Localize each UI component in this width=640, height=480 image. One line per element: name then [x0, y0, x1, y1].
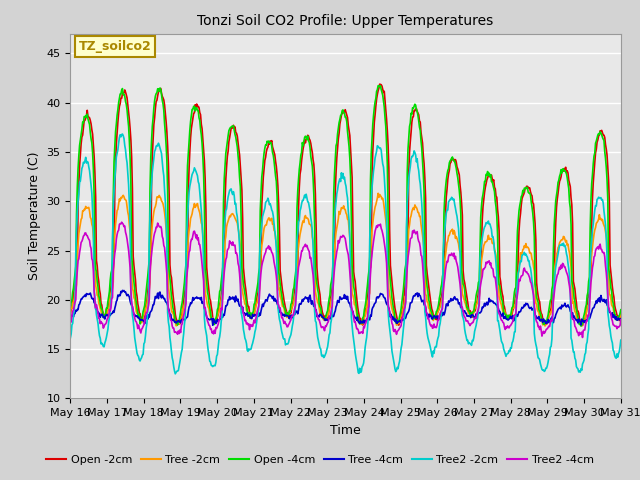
Open -4cm: [133, 306, 141, 312]
Open -2cm: [617, 311, 625, 317]
Text: TZ_soilco2: TZ_soilco2: [79, 40, 152, 53]
Tree2 -2cm: [77, 179, 84, 184]
Open -4cm: [413, 108, 421, 114]
Title: Tonzi Soil CO2 Profile: Upper Temperatures: Tonzi Soil CO2 Profile: Upper Temperatur…: [198, 14, 493, 28]
Tree2 -2cm: [220, 239, 227, 245]
Tree2 -4cm: [413, 229, 421, 235]
Open -2cm: [67, 310, 74, 316]
Tree -4cm: [118, 288, 126, 293]
Tree -2cm: [374, 191, 382, 196]
Tree -4cm: [134, 315, 141, 321]
Open -4cm: [218, 272, 226, 278]
Tree -4cm: [617, 316, 625, 322]
Open -2cm: [77, 152, 84, 157]
Line: Open -4cm: Open -4cm: [70, 86, 621, 326]
Tree -2cm: [541, 323, 549, 329]
Open -2cm: [133, 293, 141, 299]
Tree2 -2cm: [191, 165, 198, 171]
Tree2 -4cm: [134, 326, 141, 332]
Tree2 -2cm: [134, 352, 141, 358]
Open -4cm: [67, 304, 74, 310]
Tree -2cm: [429, 318, 437, 324]
Tree2 -4cm: [429, 325, 437, 331]
Legend: Open -2cm, Tree -2cm, Open -4cm, Tree -4cm, Tree2 -2cm, Tree2 -4cm: Open -2cm, Tree -2cm, Open -4cm, Tree -4…: [42, 451, 598, 469]
Tree -2cm: [218, 293, 226, 299]
Tree2 -4cm: [219, 295, 227, 301]
Tree -4cm: [209, 323, 216, 328]
Tree -4cm: [67, 313, 74, 319]
Open -4cm: [189, 107, 196, 112]
Tree -4cm: [430, 313, 438, 319]
Tree2 -2cm: [67, 335, 74, 341]
Open -2cm: [579, 323, 586, 328]
Tree2 -4cm: [190, 228, 198, 234]
Y-axis label: Soil Temperature (C): Soil Temperature (C): [28, 152, 41, 280]
Open -2cm: [376, 81, 383, 87]
Tree2 -4cm: [579, 335, 586, 340]
Tree2 -2cm: [430, 350, 438, 356]
Tree -2cm: [413, 206, 421, 212]
Open -4cm: [374, 83, 382, 89]
Tree -2cm: [617, 310, 625, 315]
Line: Open -2cm: Open -2cm: [70, 84, 621, 325]
Tree2 -4cm: [77, 245, 84, 251]
Line: Tree2 -2cm: Tree2 -2cm: [70, 134, 621, 374]
X-axis label: Time: Time: [330, 424, 361, 437]
Open -4cm: [77, 137, 84, 143]
Tree -4cm: [414, 294, 422, 300]
Line: Tree2 -4cm: Tree2 -4cm: [70, 222, 621, 337]
Line: Tree -2cm: Tree -2cm: [70, 193, 621, 326]
Tree -2cm: [133, 311, 141, 316]
Tree2 -2cm: [172, 371, 179, 377]
Tree -2cm: [67, 310, 74, 316]
Open -2cm: [189, 115, 196, 121]
Line: Tree -4cm: Tree -4cm: [70, 290, 621, 325]
Open -4cm: [617, 307, 625, 312]
Tree -2cm: [77, 221, 84, 227]
Open -2cm: [218, 283, 226, 288]
Tree2 -2cm: [617, 337, 625, 343]
Tree2 -4cm: [118, 219, 125, 225]
Open -2cm: [413, 108, 421, 114]
Open -2cm: [429, 312, 437, 318]
Tree2 -4cm: [67, 313, 74, 319]
Tree -2cm: [189, 206, 196, 212]
Tree -4cm: [190, 297, 198, 303]
Tree2 -2cm: [118, 131, 126, 137]
Open -4cm: [429, 315, 437, 321]
Tree2 -4cm: [617, 317, 625, 323]
Tree -4cm: [220, 312, 227, 317]
Tree -4cm: [77, 299, 84, 304]
Open -4cm: [577, 323, 585, 329]
Tree2 -2cm: [414, 164, 422, 169]
